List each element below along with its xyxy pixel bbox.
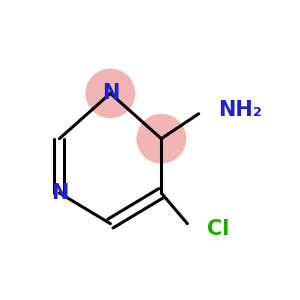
Text: Cl: Cl [207, 219, 229, 239]
Text: N: N [51, 183, 68, 203]
Text: NH₂: NH₂ [218, 100, 262, 120]
Text: N: N [102, 83, 119, 103]
Circle shape [136, 114, 186, 164]
Circle shape [85, 68, 135, 118]
